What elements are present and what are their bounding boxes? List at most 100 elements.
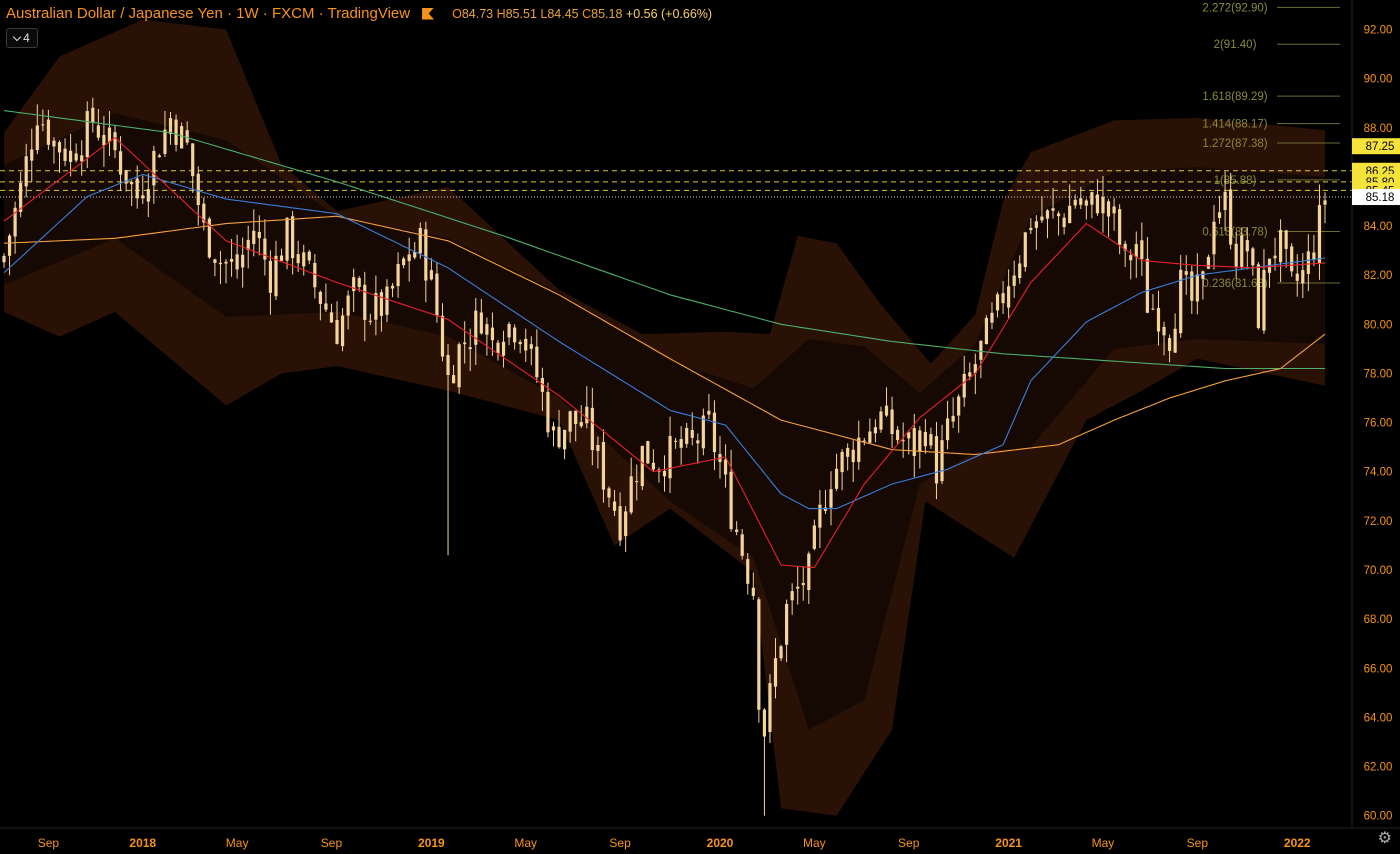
candle-body bbox=[995, 294, 1000, 311]
candle-body bbox=[168, 118, 173, 134]
candle-body bbox=[407, 254, 411, 262]
candle-body bbox=[1145, 258, 1149, 313]
candle-body bbox=[812, 525, 816, 549]
candle-body bbox=[1079, 198, 1083, 205]
candle-body bbox=[363, 284, 367, 320]
candle-body bbox=[385, 286, 389, 315]
candle-body bbox=[496, 342, 500, 354]
candle-body bbox=[951, 415, 955, 422]
candle-body bbox=[757, 599, 761, 710]
candle-body bbox=[535, 346, 539, 378]
candle-body bbox=[352, 277, 356, 292]
x-tick-label-9: Sep bbox=[898, 836, 920, 850]
candle-body bbox=[1012, 275, 1016, 286]
candle-body bbox=[446, 354, 450, 375]
candle-body bbox=[857, 437, 861, 462]
candle-body bbox=[324, 303, 328, 310]
candle-body bbox=[685, 427, 689, 444]
candle-body bbox=[396, 263, 400, 287]
candle-body bbox=[46, 119, 51, 145]
candle-body bbox=[1245, 240, 1249, 252]
candle-body bbox=[651, 462, 655, 470]
price-tag-0 bbox=[1352, 138, 1400, 155]
candle-body bbox=[601, 442, 606, 490]
candle-body bbox=[307, 251, 311, 261]
candle-body bbox=[1317, 205, 1322, 263]
candle-body bbox=[241, 254, 245, 268]
candle-body bbox=[1256, 264, 1260, 329]
candle-body bbox=[368, 320, 372, 322]
candle-body bbox=[679, 439, 683, 448]
candle-body bbox=[285, 217, 289, 261]
candle-body bbox=[807, 553, 811, 591]
candle-body bbox=[674, 440, 678, 442]
candle-body bbox=[96, 125, 100, 138]
candle-body bbox=[834, 468, 839, 489]
candle-body bbox=[13, 207, 17, 237]
candle-body bbox=[562, 429, 567, 450]
fib-label-4: 1.272(87.38) bbox=[1202, 138, 1267, 150]
indicator-count: 4 bbox=[23, 31, 30, 45]
candle-body bbox=[246, 239, 250, 250]
fib-label-7: 0.236(81.68) bbox=[1202, 278, 1267, 290]
fib-label-5: 1(85.88) bbox=[1214, 175, 1257, 187]
close-label: C bbox=[582, 6, 592, 21]
y-tick-label-2: 88.00 bbox=[1364, 123, 1393, 135]
candle-body bbox=[1295, 273, 1299, 281]
candle-body bbox=[1007, 286, 1011, 308]
y-tick-label-14: 64.00 bbox=[1364, 712, 1393, 724]
candle-body bbox=[1134, 244, 1138, 258]
candle-body bbox=[1301, 270, 1305, 284]
candle-body bbox=[468, 347, 472, 350]
candle-body bbox=[701, 415, 705, 449]
candle-body bbox=[851, 449, 855, 463]
candle-body bbox=[30, 149, 34, 161]
candle-body bbox=[390, 285, 395, 289]
candle-body bbox=[779, 646, 783, 659]
candle-body bbox=[257, 231, 261, 239]
candle-body bbox=[729, 471, 733, 530]
ema-orange-line bbox=[3, 215, 1326, 456]
candle-body bbox=[91, 107, 95, 123]
fib-label-6: 0.618(83.78) bbox=[1202, 226, 1267, 238]
candle-body bbox=[1068, 205, 1072, 224]
indicators-toggle-button[interactable]: 4 bbox=[6, 28, 38, 48]
candle-body bbox=[41, 124, 45, 126]
candle-body bbox=[463, 342, 467, 345]
candle-body bbox=[1062, 217, 1066, 228]
candle-body bbox=[329, 312, 334, 323]
candle-body bbox=[596, 445, 600, 451]
price-tag-label-0: 87.25 bbox=[1366, 141, 1395, 153]
y-tick-label-9: 74.00 bbox=[1364, 467, 1393, 479]
candle-body bbox=[557, 426, 561, 448]
flag-icon[interactable] bbox=[422, 7, 435, 20]
candle-body bbox=[1106, 201, 1111, 217]
candle-body bbox=[590, 407, 594, 451]
candle-body bbox=[440, 315, 445, 357]
fib-label-2: 1.618(89.29) bbox=[1202, 91, 1267, 103]
candle-body bbox=[1040, 216, 1044, 221]
candle-body bbox=[1029, 227, 1033, 231]
candle-body bbox=[579, 422, 583, 427]
fib-label-1: 2(91.40) bbox=[1214, 39, 1257, 51]
candle-body bbox=[1306, 251, 1310, 274]
gear-icon[interactable]: ⚙ bbox=[1377, 830, 1392, 847]
candle-body bbox=[668, 436, 672, 479]
candle-body bbox=[1201, 271, 1205, 279]
x-tick-label-11: May bbox=[1092, 836, 1115, 850]
symbol-title[interactable]: Australian Dollar / Japanese Yen · 1W · … bbox=[6, 5, 411, 22]
y-tick-label-10: 72.00 bbox=[1364, 516, 1393, 528]
candle-body bbox=[646, 441, 650, 464]
candle-body bbox=[868, 431, 872, 443]
candle-body bbox=[635, 481, 639, 483]
candle-body bbox=[346, 295, 350, 316]
fib-label-0: 2.272(92.90) bbox=[1202, 2, 1267, 14]
candle-body bbox=[829, 489, 833, 508]
candle-body bbox=[712, 412, 717, 453]
candle-body bbox=[418, 227, 422, 254]
chevron-down-icon bbox=[12, 32, 22, 41]
candle-body bbox=[19, 182, 23, 212]
candle-body bbox=[746, 559, 750, 584]
candle-body bbox=[762, 709, 767, 737]
